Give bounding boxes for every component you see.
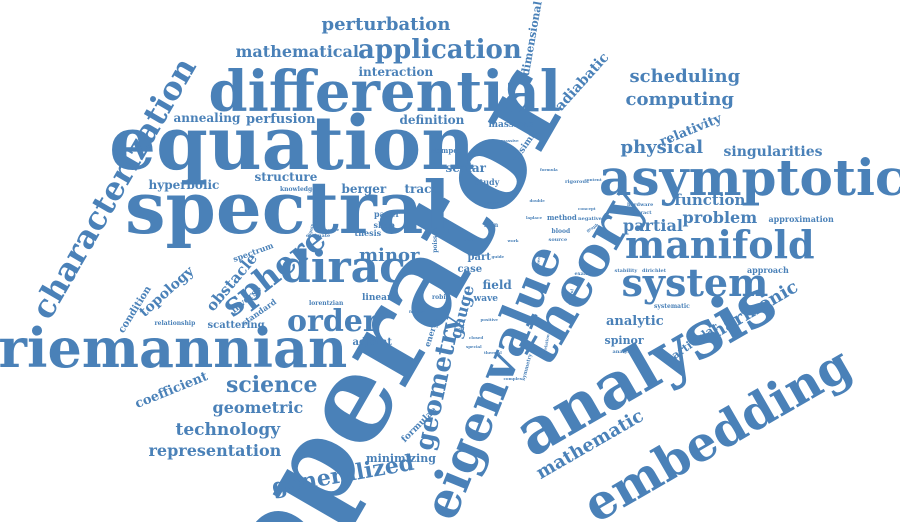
word-definition: definition xyxy=(399,113,465,127)
word-application: application xyxy=(358,35,522,65)
word-scheduling: scheduling xyxy=(629,66,741,87)
word-part: part xyxy=(467,252,491,263)
word-geometric: geometric xyxy=(212,398,304,417)
word-thermal: thermal xyxy=(484,350,502,355)
word-analytic: analytic xyxy=(606,313,664,329)
word-systematic: systematic xyxy=(654,303,690,310)
word-shop: shop xyxy=(373,220,395,230)
word-negative: negative xyxy=(578,215,602,222)
word-spectral: spectral xyxy=(125,165,451,250)
word-source: source xyxy=(548,236,568,243)
word-scalar: scalar xyxy=(445,161,487,175)
word-fashion: fashion xyxy=(482,200,500,205)
word-order: order xyxy=(287,304,379,339)
word-function: function xyxy=(674,190,746,209)
word-physical: physical xyxy=(620,137,704,158)
word-spinor: spinor xyxy=(604,333,644,347)
word-dirichlet: dirichlet xyxy=(642,267,666,274)
word-perfusion: perfusion xyxy=(246,111,316,127)
word-closed: closed xyxy=(469,335,484,340)
word-examine: examine xyxy=(574,270,598,277)
word-massless: massless xyxy=(488,119,534,130)
word-field: field xyxy=(482,278,512,292)
word-minor: minor xyxy=(359,245,420,266)
word-partial: partial xyxy=(623,216,683,235)
word-hardware: hardware xyxy=(627,201,654,208)
word-estimate: estimate xyxy=(306,232,331,239)
word-relationship: relationship xyxy=(154,320,196,327)
word-asymptotic: asymptotic xyxy=(599,148,900,207)
word-damped: damped xyxy=(431,145,463,155)
word-knowledge: knowledge xyxy=(280,186,316,193)
word-approach: approach xyxy=(747,265,789,275)
word-zero: zero xyxy=(463,236,475,243)
word-thesis: thesis xyxy=(354,228,382,238)
word-annealing: annealing xyxy=(173,111,241,125)
word-laplace: laplace xyxy=(526,215,542,220)
word-mathematical: mathematical xyxy=(235,42,359,61)
word-manifold: manifold xyxy=(625,222,815,267)
word-blood: blood xyxy=(551,228,571,235)
word-hyperbolic: hyperbolic xyxy=(148,178,220,192)
word-example: example xyxy=(320,227,340,232)
word-computing: computing xyxy=(625,89,735,110)
word-problem: problem xyxy=(682,208,758,227)
word-special: special xyxy=(466,344,482,349)
word-differential: differential xyxy=(208,59,562,125)
word-case: case xyxy=(457,264,483,275)
word-poisson: poisson xyxy=(431,227,439,253)
word-abstract: abstract xyxy=(628,209,652,216)
word-technology: technology xyxy=(175,419,281,440)
word-content: content xyxy=(584,177,602,182)
word-structure: structure xyxy=(254,170,318,184)
word-equation: equation xyxy=(109,101,476,187)
word-concept: concept xyxy=(578,206,596,211)
word-dirac: dirac xyxy=(280,242,406,293)
word-rigorous: rigorous xyxy=(565,178,589,185)
word-analysing: analysing xyxy=(612,348,640,355)
word-self: self xyxy=(456,326,465,331)
word-trace: trace xyxy=(404,182,440,196)
word-robin: robin xyxy=(432,294,450,301)
word-representation: representation xyxy=(148,441,282,460)
word-adiabatic: adiabatic xyxy=(552,49,613,115)
word-interaction: interaction xyxy=(358,65,434,79)
word-berger: berger xyxy=(341,182,387,196)
word-perturbation: perturbation xyxy=(321,14,451,35)
word-scattering: scattering xyxy=(207,320,265,331)
word-complex: complex xyxy=(503,376,523,381)
word-study: study xyxy=(475,177,500,187)
word-guide: guide xyxy=(491,254,505,259)
word-fourier: fourier xyxy=(409,309,425,314)
word-work: work xyxy=(507,238,519,243)
word-singularities: singularities xyxy=(723,144,823,160)
word-massive: massive xyxy=(501,138,519,143)
word-science: science xyxy=(226,372,318,398)
word-linear: linear xyxy=(362,292,392,303)
word-adjoint: adjoint xyxy=(352,337,392,348)
word-paper: paper xyxy=(374,209,400,219)
word-wave: wave xyxy=(473,293,499,304)
word-minimizing: minimizing xyxy=(366,451,436,465)
word-stability: stability xyxy=(614,267,638,274)
word-spin: spin xyxy=(484,222,499,229)
word-lorentzian: lorentzian xyxy=(309,300,344,307)
word-method: method xyxy=(547,212,577,222)
word-riemannian: riemannian xyxy=(0,316,348,380)
word-formula: formula xyxy=(540,167,558,172)
word-system: system xyxy=(621,260,769,305)
word-approximation: approximation xyxy=(768,214,834,224)
word-positive: positive xyxy=(480,317,498,322)
word-double: double xyxy=(529,198,545,203)
